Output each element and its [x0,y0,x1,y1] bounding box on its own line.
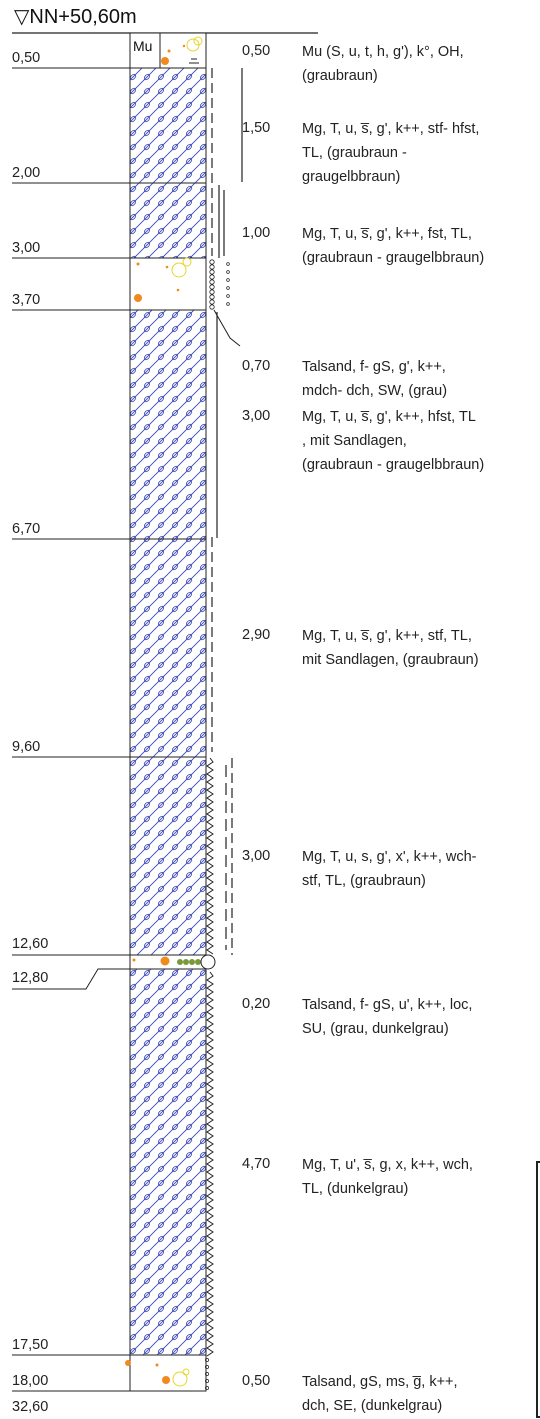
depth-label: 9,60 [12,739,41,755]
moisture-dot [226,278,230,282]
layer-description: Talsand, gS, ms, g̅, k++, dch, SE, (dunk… [302,1370,458,1418]
moisture-dot [205,1358,209,1362]
layer-fill-2 [129,309,207,758]
layer-thickness: 2,90 [242,627,271,643]
layer-fill-sand-1 [129,257,207,311]
soil-code: Mu [133,38,153,54]
level-header: ▽NN+50,60m [14,4,137,29]
layer-description: Mg, T, u, s̅, g', k++, stf- hfst, TL, (g… [302,117,479,189]
description-line: Talsand, gS, ms, g̅, k++, [302,1374,458,1390]
depth-label: 17,50 [12,1337,49,1353]
layer-thickness: 3,00 [242,848,271,864]
layer-description: Talsand, f- gS, u', k++, loc, SU, (grau,… [302,993,472,1041]
layer-thickness: 0,50 [242,43,271,59]
description-line: Mg, T, u, s̅, g', k++, stf- hfst, [302,121,480,137]
moisture-dot [205,1365,209,1369]
boundary-12-80 [12,968,206,990]
description-line: mit Sandlagen, (graubraun) [302,652,479,668]
description-line: graugelbbraun) [302,169,401,185]
sand-2-symbols [132,954,216,970]
description-line: Mg, T, u', s̅, g, x, k++, wch, [302,1157,473,1173]
description-line: stf, TL, (graubraun) [302,873,426,889]
depth-label: 2,00 [12,165,41,181]
level-value: NN+50,60m [29,6,137,28]
depth-label: 3,70 [12,292,41,308]
layer-thickness: 1,00 [242,225,271,241]
moisture-circle [209,289,215,295]
moisture-circle [209,279,215,285]
layer-fill-4 [129,968,207,1356]
moisture-circles [205,259,230,1390]
depth-label: 6,70 [12,521,41,537]
sand-3-symbols [125,1360,190,1387]
moisture-circle [209,304,215,310]
layer-thickness: 4,70 [242,1156,271,1172]
layer-fill-sand-3 [129,1354,207,1392]
moisture-dot [226,286,230,290]
layer-fill-1 [129,67,207,259]
layer-thickness: 3,00 [242,408,271,424]
moisture-circle [209,269,215,275]
description-line: , mit Sandlagen, [302,433,407,449]
description-line: Mg, T, u, s̅, g', k++, hfst, TL [302,409,476,425]
depth-label: 3,00 [12,240,41,256]
description-line: (graubraun) [302,68,378,84]
wavy-line [206,971,214,1357]
description-line: (graubraun - graugelbbraun) [302,457,485,473]
moisture-circle [209,294,215,300]
moisture-dot [205,1372,209,1376]
description-line: Mu (S, u, t, h, g'), k°, OH, [302,44,464,60]
layer-description: Talsand, f- gS, g', k++, mdch- dch, SW, … [302,355,447,403]
description-line: TL, (dunkelgrau) [302,1181,409,1197]
level-triangle-icon: ▽ [14,6,30,28]
wavy-line [206,757,214,955]
layer-thickness: 0,50 [242,1373,271,1389]
description-line: SU, (grau, dunkelgrau) [302,1021,449,1037]
moisture-dot [226,294,230,298]
description-line: mdch- dch, SW, (grau) [302,383,448,399]
depth-label: 18,00 [12,1373,49,1389]
wavy-soft-lines [206,757,214,1357]
description-line: Talsand, f- gS, g', k++, [302,359,446,375]
leader-line [213,309,241,347]
moisture-circle [209,299,215,305]
layer-description: Mu (S, u, t, h, g'), k°, OH, (graubraun) [302,40,464,88]
sand-1-symbols [134,257,192,302]
layer-thickness: 1,50 [242,120,271,136]
depth-label: 12,60 [12,936,49,952]
moisture-dot [226,262,230,266]
moisture-circle [209,284,215,290]
depth-label: 0,50 [12,50,41,66]
description-line: (graubraun - graugelbbraun) [302,250,485,266]
layer-fill-3 [129,756,207,956]
depth-label: 12,80 [12,970,49,986]
layer-description: Mg, T, u, s̅, g', k++, fst, TL, (graubra… [302,222,484,270]
description-line: Talsand, f- gS, u', k++, loc, [302,997,473,1013]
extra-frame [536,1161,540,1418]
description-line: TL, (graubraun - [302,145,407,161]
layer-thickness: 0,70 [242,358,271,374]
moisture-circle [209,264,215,270]
layer-description: Mg, T, u, s̅, g', k++, stf, TL, mit Sand… [302,624,479,672]
description-line: Mg, T, u, s̅, g', k++, stf, TL, [302,628,472,644]
depth-label: 32,60 [12,1399,49,1415]
description-line: Mg, T, u, s, g', x', k++, wch- [302,849,477,865]
layer-description: Mg, T, u', s̅, g, x, k++, wch, TL, (dunk… [302,1153,473,1201]
moisture-circle [209,259,215,265]
moisture-dot [205,1386,209,1390]
moisture-dot [205,1379,209,1383]
description-line: dch, SE, (dunkelgrau) [302,1398,443,1414]
layer-thickness: 0,20 [242,996,271,1012]
mu-symbols [161,36,203,65]
description-line: Mg, T, u, s̅, g', k++, fst, TL, [302,226,472,242]
layer-description: Mg, T, u, s, g', x', k++, wch- stf, TL, … [302,845,477,893]
layer-description: Mg, T, u, s̅, g', k++, hfst, TL , mit Sa… [302,405,484,477]
moisture-circle [209,274,215,280]
moisture-dot [226,270,230,274]
moisture-dot [226,302,230,306]
